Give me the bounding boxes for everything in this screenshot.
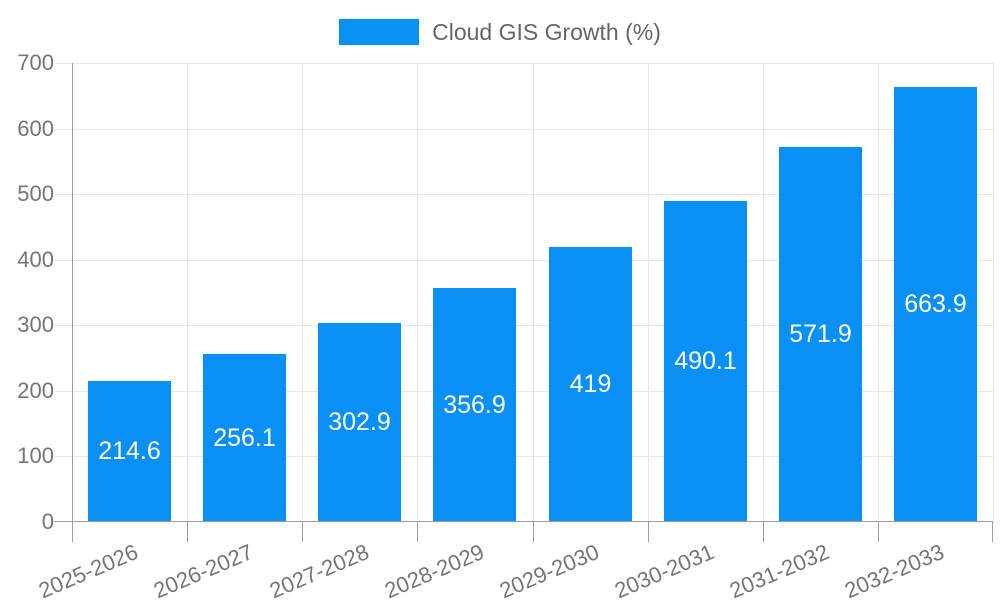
gridline-horizontal bbox=[54, 129, 993, 130]
gridline-vertical bbox=[187, 63, 188, 522]
y-tick-mark bbox=[54, 521, 72, 522]
gridline-vertical bbox=[533, 63, 534, 522]
x-tick-mark bbox=[302, 522, 303, 542]
bar[interactable]: 302.9 bbox=[318, 323, 401, 522]
y-axis-tick-label: 0 bbox=[41, 509, 54, 534]
x-axis-tick-label: 2031-2032 bbox=[726, 539, 833, 600]
gridline-horizontal bbox=[54, 391, 993, 392]
gridline-vertical bbox=[878, 63, 879, 522]
y-axis-tick-label: 400 bbox=[17, 247, 54, 272]
legend-label: Cloud GIS Growth (%) bbox=[432, 19, 661, 45]
y-axis-tick-label: 600 bbox=[17, 116, 54, 141]
bar-value-label: 571.9 bbox=[789, 320, 852, 348]
gridline-horizontal bbox=[54, 456, 993, 457]
x-axis-tick-label: 2030-2031 bbox=[610, 539, 718, 600]
legend[interactable]: Cloud GIS Growth (%) bbox=[0, 19, 1000, 45]
bar-value-label: 214.6 bbox=[98, 437, 161, 465]
gridline-horizontal bbox=[54, 325, 993, 326]
x-tick-mark bbox=[763, 522, 764, 542]
x-axis-tick-label: 2028-2029 bbox=[380, 539, 488, 600]
bar[interactable]: 571.9 bbox=[779, 147, 862, 522]
x-tick-mark bbox=[533, 522, 534, 542]
bar[interactable]: 356.9 bbox=[433, 288, 516, 522]
bar[interactable]: 490.1 bbox=[664, 201, 747, 522]
gridline-vertical bbox=[993, 63, 994, 522]
bar-value-label: 663.9 bbox=[904, 290, 967, 318]
bar[interactable]: 256.1 bbox=[203, 354, 286, 522]
x-tick-mark bbox=[648, 522, 649, 542]
bar-value-label: 256.1 bbox=[213, 423, 276, 452]
x-tick-mark bbox=[878, 522, 879, 542]
gridline-vertical bbox=[302, 63, 303, 522]
y-axis-tick-label: 500 bbox=[17, 181, 54, 206]
plot-area: 214.6 256.1 302.9 356.9 419 490.1 571.9 663.9 0… bbox=[17, 51, 994, 600]
x-axis-tick-label: 2027-2028 bbox=[265, 539, 373, 600]
y-axis-tick-label: 100 bbox=[17, 443, 54, 468]
x-tick-mark bbox=[187, 522, 188, 542]
gridline-vertical bbox=[648, 63, 649, 522]
x-axis-tick-label: 2032-2033 bbox=[841, 539, 948, 600]
x-tick-mark bbox=[72, 522, 73, 542]
x-tick-mark bbox=[992, 522, 993, 542]
x-axis-tick-label: 2025-2026 bbox=[35, 539, 142, 600]
bar-value-label: 302.9 bbox=[328, 408, 391, 436]
x-tick-mark bbox=[417, 522, 418, 542]
gridline-horizontal bbox=[54, 63, 993, 64]
y-axis-tick-label: 700 bbox=[17, 50, 54, 75]
gridline-vertical bbox=[417, 63, 418, 522]
bar[interactable]: 214.6 bbox=[88, 381, 171, 522]
gridline-horizontal bbox=[54, 194, 993, 195]
y-axis-line bbox=[72, 63, 73, 522]
x-axis-tick-label: 2029-2030 bbox=[495, 539, 603, 600]
gridline-horizontal bbox=[54, 260, 993, 261]
x-axis-line bbox=[72, 521, 993, 522]
bar[interactable]: 663.9 bbox=[894, 87, 977, 522]
y-axis-tick-label: 300 bbox=[17, 312, 54, 337]
gridline-vertical bbox=[763, 63, 764, 522]
bar-value-label: 419 bbox=[569, 370, 612, 398]
bar[interactable]: 419 bbox=[549, 247, 632, 522]
bar-value-label: 490.1 bbox=[674, 347, 737, 375]
legend-swatch bbox=[339, 19, 420, 45]
y-axis-tick-label: 200 bbox=[17, 378, 54, 403]
bar-value-label: 356.9 bbox=[443, 390, 506, 419]
x-axis-tick-label: 2026-2027 bbox=[150, 539, 258, 600]
